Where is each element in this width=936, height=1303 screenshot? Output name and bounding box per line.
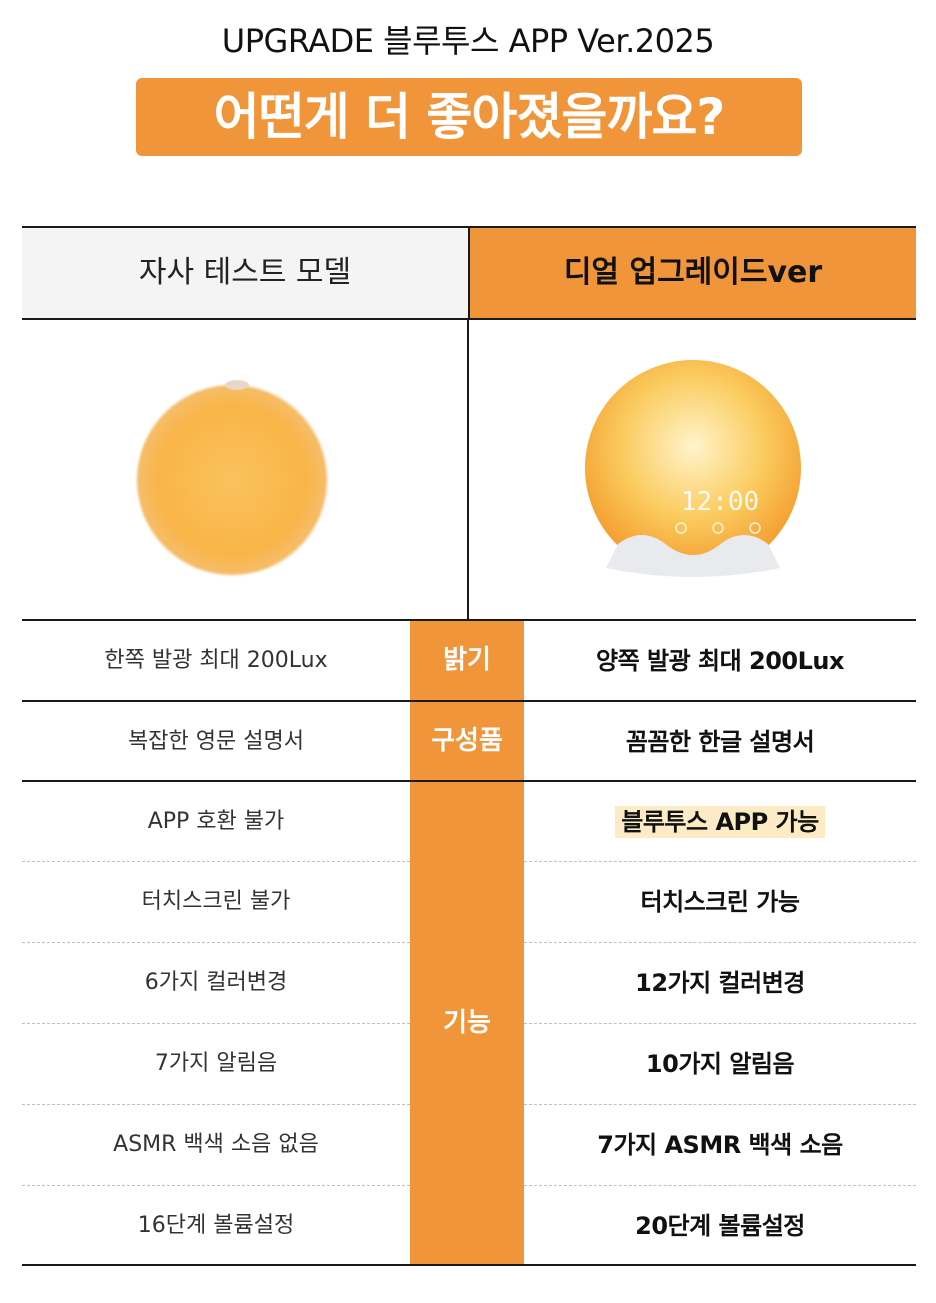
test-model-lamp-image — [137, 380, 327, 575]
row-left-value: 6가지 컬러변경 — [144, 970, 288, 995]
row-dashed-divider — [22, 1023, 410, 1024]
row-left-value: 터치스크린 불가 — [141, 889, 291, 914]
table-row: 6가지 컬러변경 12가지 컬러변경 — [22, 943, 916, 1023]
table-row: 한쪽 발광 최대 200Lux 양쪽 발광 최대 200Lux — [22, 621, 916, 701]
row-left-value: 7가지 알림음 — [154, 1051, 278, 1076]
clock-display: 12:00 — [681, 487, 759, 517]
row-dashed-divider — [22, 1185, 410, 1186]
row-left-value: 한쪽 발광 최대 200Lux — [104, 648, 328, 673]
table-row: 복잡한 영문 설명서 꼼꼼한 한글 설명서 — [22, 702, 916, 782]
headline: UPGRADE 블루투스 APP Ver.2025 — [221, 22, 715, 60]
row-divider — [22, 700, 916, 702]
table-row: ASMR 백색 소음 없음 7가지 ASMR 백색 소음 — [22, 1105, 916, 1185]
row-dashed-divider — [524, 861, 916, 862]
row-right-value: 꼼꼼한 한글 설명서 — [625, 728, 815, 756]
row-right-value: 양쪽 발광 최대 200Lux — [595, 647, 845, 675]
row-right-value: 블루투스 APP 가능 — [524, 782, 916, 862]
column-header-upgrade: 디얼 업그레이드ver — [468, 228, 916, 318]
row-dashed-divider — [524, 942, 916, 943]
table-top-line — [22, 619, 916, 621]
row-dashed-divider — [22, 942, 410, 943]
column-header-test-model: 자사 테스트 모델 — [22, 228, 468, 318]
row-divider — [22, 780, 916, 782]
row-dashed-divider — [22, 1104, 410, 1105]
table-row: 터치스크린 불가 터치스크린 가능 — [22, 862, 916, 942]
comparison-header: 자사 테스트 모델 디얼 업그레이드ver — [22, 226, 916, 320]
row-right-value: 터치스크린 가능 — [640, 888, 800, 916]
image-divider — [467, 320, 469, 620]
table-row: 7가지 알림음 10가지 알림음 — [22, 1024, 916, 1104]
row-dashed-divider — [524, 1104, 916, 1105]
table-bottom-line — [22, 1264, 916, 1266]
highlighted-feature: 블루투스 APP 가능 — [615, 806, 825, 838]
row-right-value: 20단계 볼륨설정 — [635, 1212, 805, 1240]
row-right-value: 10가지 알림음 — [645, 1050, 795, 1078]
table-row: 16단계 볼륨설정 20단계 볼륨설정 — [22, 1186, 916, 1266]
row-dashed-divider — [22, 861, 410, 862]
category-brightness: 밝기 — [410, 621, 524, 700]
row-left-value: ASMR 백색 소음 없음 — [113, 1132, 319, 1157]
product-image-row: 12:00 — [22, 320, 916, 620]
row-dashed-divider — [524, 1023, 916, 1024]
category-features: 기능 — [410, 782, 524, 1264]
row-right-value: 7가지 ASMR 백색 소음 — [597, 1131, 843, 1159]
upgrade-lamp-image: 12:00 — [585, 360, 801, 577]
table-row: APP 호환 불가 블루투스 APP 가능 — [22, 782, 916, 862]
row-dashed-divider — [524, 1185, 916, 1186]
row-left-value: 16단계 볼륨설정 — [137, 1213, 295, 1238]
category-components: 구성품 — [410, 702, 524, 780]
row-left-value: APP 호환 불가 — [147, 809, 285, 834]
title-banner: 어떤게 더 좋아졌을까요? — [136, 78, 802, 156]
row-right-value: 12가지 컬러변경 — [635, 969, 805, 997]
row-left-value: 복잡한 영문 설명서 — [128, 729, 304, 754]
